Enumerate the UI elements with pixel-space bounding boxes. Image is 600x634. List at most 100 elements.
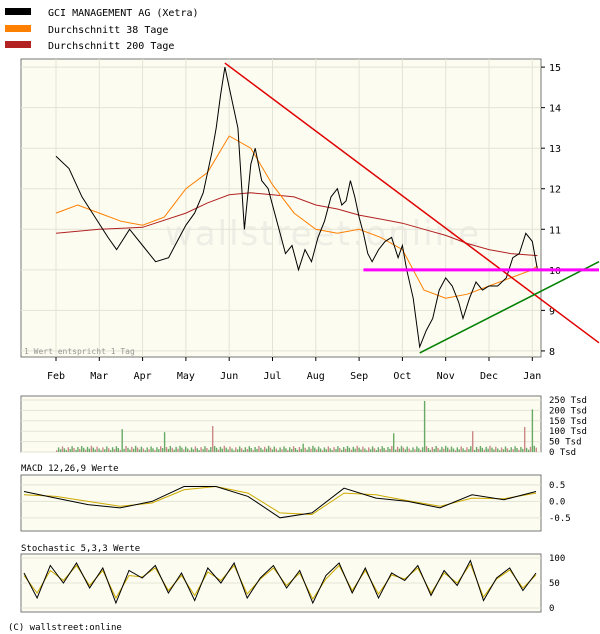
volume-bar: [385, 449, 387, 452]
volume-bar: [144, 450, 146, 452]
volume-bar: [473, 449, 476, 452]
trendline-downtrend: [224, 62, 600, 344]
volume-bar: [527, 449, 530, 452]
price-y-tick-label: 13: [549, 144, 561, 155]
volume-bar: [512, 449, 514, 452]
volume-bar: [163, 432, 166, 452]
volume-bar: [285, 448, 287, 452]
volume-bar: [194, 446, 197, 452]
volume-bar: [396, 446, 399, 452]
volume-bar: [77, 447, 79, 452]
volume-bar: [264, 446, 266, 452]
macd-y-tick-label: -0.5: [549, 514, 571, 524]
volume-bar: [56, 450, 58, 452]
volume-bar: [348, 447, 351, 452]
volume-bar: [158, 449, 160, 452]
volume-bar: [456, 447, 458, 452]
macd-y-tick-label: 0.5: [549, 481, 565, 491]
legend-swatch-sma200: [5, 41, 31, 48]
volume-bar: [84, 449, 87, 452]
volume-bar: [69, 449, 71, 452]
volume-bar: [92, 447, 94, 452]
price-x-tick-label: May: [177, 371, 195, 382]
volume-bar: [533, 445, 535, 452]
volume-bar: [383, 448, 385, 452]
volume-bar: [321, 450, 324, 452]
volume-bar: [352, 446, 354, 452]
volume-bar: [362, 446, 364, 452]
volume-bar: [393, 433, 395, 452]
volume-bar: [470, 446, 472, 452]
price-x-tick-label: Feb: [47, 371, 65, 382]
volume-bar: [485, 446, 487, 452]
volume-bar: [306, 449, 308, 452]
volume-bar: [389, 448, 391, 452]
volume-bar: [502, 449, 505, 452]
volume-bar: [443, 448, 445, 452]
volume-bar: [296, 449, 299, 452]
volume-bar: [358, 447, 360, 452]
volume-bar: [115, 446, 118, 452]
volume-bar: [223, 445, 225, 452]
volume-bar: [179, 445, 181, 452]
volume-bar: [235, 447, 237, 452]
volume-bar: [96, 446, 98, 452]
volume-bar: [429, 449, 431, 452]
volume-bar: [175, 446, 177, 452]
volume-bar: [437, 447, 439, 452]
volume-bar: [210, 447, 212, 452]
volume-bar: [150, 446, 152, 452]
stochastic-panel: Stochastic 5,3,3 Werte 100 50 0: [20, 544, 565, 614]
volume-bar: [292, 446, 295, 452]
volume-bar: [425, 446, 428, 452]
volume-bar: [464, 450, 466, 452]
volume-bar: [119, 449, 121, 452]
price-x-tick-label: Apr: [134, 371, 152, 382]
volume-bar: [310, 448, 312, 452]
volume-bar: [148, 449, 150, 452]
volume-bar: [256, 448, 258, 452]
volume-bar: [173, 449, 175, 452]
volume-bar: [215, 447, 218, 452]
volume-bar: [481, 447, 483, 452]
volume-bar: [281, 449, 283, 452]
volume-bar: [497, 448, 499, 452]
volume-bar: [213, 446, 216, 452]
volume-bar: [377, 447, 379, 452]
volume-bar: [86, 446, 89, 452]
price-x-tick-label: Jan: [523, 371, 541, 382]
volume-bar: [337, 446, 339, 452]
volume-bar: [98, 448, 100, 452]
volume-bar: [177, 448, 179, 452]
volume-bar: [535, 447, 537, 452]
legend-label-sma38: Durchschnitt 38 Tage: [48, 25, 168, 36]
volume-bar: [109, 450, 112, 452]
volume-bar: [472, 431, 474, 452]
volume-bar: [489, 445, 491, 452]
volume-bar: [379, 449, 381, 452]
volume-bar: [373, 448, 376, 452]
volume-bar: [448, 449, 451, 452]
volume-bar: [152, 448, 154, 452]
volume-bar: [454, 450, 457, 452]
volume-bar: [391, 446, 393, 452]
trendline-uptrend: [419, 261, 600, 354]
volume-grid: [21, 399, 541, 453]
volume-bar: [416, 446, 418, 452]
price-x-tick-label: Jul: [263, 371, 281, 382]
volume-bar: [275, 448, 277, 452]
volume-bar: [439, 449, 441, 452]
volume-bar: [435, 446, 437, 452]
volume-bar: [364, 448, 366, 452]
volume-bar: [246, 449, 249, 452]
volume-bar: [133, 448, 135, 452]
volume-bar: [468, 449, 470, 452]
volume-bar: [221, 448, 223, 452]
volume-bar: [445, 445, 447, 452]
volume-bar: [431, 447, 433, 452]
volume-bar: [314, 447, 316, 452]
volume-bar: [316, 449, 318, 452]
volume-bar: [433, 448, 435, 452]
volume-bar: [233, 450, 235, 452]
